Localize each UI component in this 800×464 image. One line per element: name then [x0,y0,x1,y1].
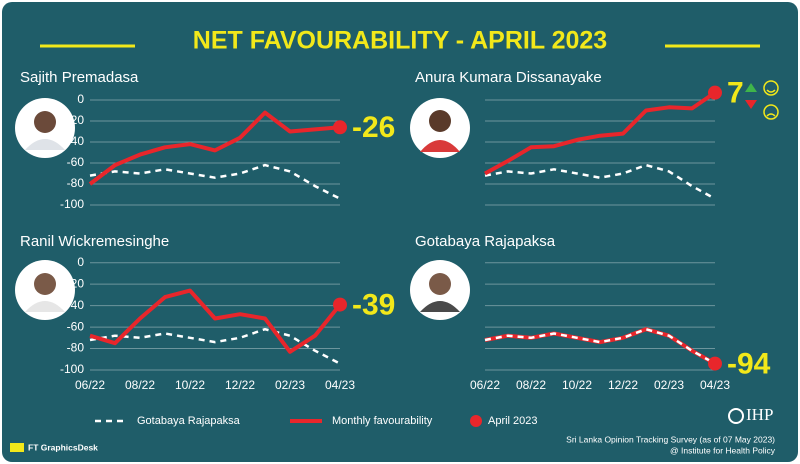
logo: IHP [746,405,773,424]
chart-name: Anura Kumara Dissanayake [415,69,602,86]
latest-point [708,85,722,100]
latest-point [333,120,347,135]
frown-icon [763,104,779,120]
y-tick-label: -20 [67,113,85,127]
source: Sri Lanka Opinion Tracking Survey (as of… [566,434,775,444]
x-tick-label: 02/23 [275,378,305,392]
x-tick-label: 10/22 [562,378,592,392]
x-tick-label: 12/22 [225,378,255,392]
x-tick-label: 02/23 [654,378,684,392]
legend-swatch [470,415,482,427]
value-label: -26 [352,111,395,144]
dashed-line [484,327,716,365]
latest-point [333,297,347,312]
down-arrow [745,100,757,109]
dashed-line [484,163,716,200]
y-tick-label: -100 [60,362,84,376]
legend-label: Gotabaya Rajapaksa [137,415,241,427]
x-tick-label: 06/22 [470,378,500,392]
y-tick-label: -80 [67,341,85,355]
x-tick-label: 08/22 [125,378,155,392]
up-arrow [745,83,757,92]
y-tick-label: 0 [77,92,84,106]
value-label: -39 [352,288,395,321]
y-tick-label: -40 [67,134,85,148]
dashed-line [89,327,341,365]
y-tick-label: 0 [77,255,84,269]
legend-label: Monthly favourability [332,415,433,427]
portrait [410,98,470,158]
y-tick-label: -40 [67,298,85,312]
x-tick-label: 08/22 [516,378,546,392]
portrait [15,260,75,320]
chart-name: Ranil Wickremesinghe [20,233,169,250]
x-tick-label: 06/22 [75,378,105,392]
y-tick-label: -60 [67,155,85,169]
x-tick-label: 10/22 [175,378,205,392]
y-tick-label: -20 [67,276,85,290]
favourability-line [89,288,342,354]
smiley-icon [763,80,779,96]
desk: FT GraphicsDesk [28,442,98,452]
y-tick-label: -100 [60,197,84,211]
portrait [15,98,75,158]
portrait [410,260,470,320]
logo-mark [728,408,744,424]
x-tick-label: 12/22 [608,378,638,392]
title: NET FAVOURABILITY - APRIL 2023 [193,27,607,55]
favourability-line [88,110,341,186]
chart-name: Sajith Premadasa [20,69,139,86]
legend-label: April 2023 [488,415,538,427]
chart-name: Gotabaya Rajapaksa [415,233,556,250]
value-label: 7 [727,77,744,110]
value-label: -94 [727,347,771,380]
credit: @ Institute for Health Policy [670,445,776,455]
x-tick-label: 04/23 [325,378,355,392]
latest-point [708,356,722,371]
x-tick-label: 04/23 [700,378,730,392]
desk-badge [10,443,24,452]
y-tick-label: -60 [67,319,85,333]
y-tick-label: -80 [67,176,85,190]
dashed-line [89,163,341,200]
favourability-line [484,90,717,176]
